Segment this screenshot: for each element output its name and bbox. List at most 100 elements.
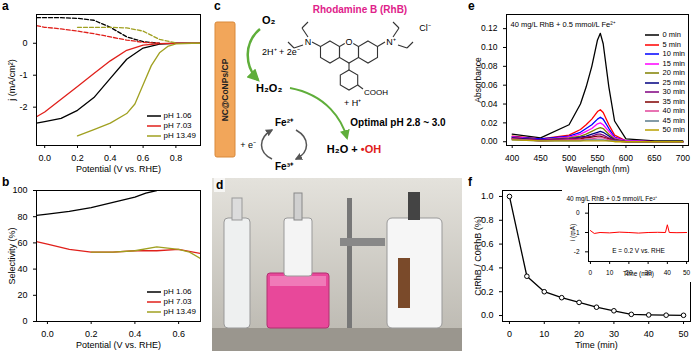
svg-text:N: N xyxy=(305,37,312,47)
svg-text:0.0: 0.0 xyxy=(41,329,54,339)
svg-text:10: 10 xyxy=(539,329,549,339)
svg-text:j (mA/cm²): j (mA/cm²) xyxy=(7,59,17,102)
svg-text:0.00: 0.00 xyxy=(481,136,498,146)
svg-text:Time (min): Time (min) xyxy=(623,270,654,278)
svg-text:Potential (V vs. RHE): Potential (V vs. RHE) xyxy=(76,164,161,174)
svg-text:500: 500 xyxy=(562,153,576,163)
svg-text:0.8: 0.8 xyxy=(170,153,183,163)
svg-text:0.0: 0.0 xyxy=(38,153,51,163)
svg-text:600: 600 xyxy=(619,153,633,163)
svg-text:0: 0 xyxy=(22,316,27,326)
svg-text:30: 30 xyxy=(609,329,619,339)
svg-text:COOH: COOH xyxy=(364,88,388,97)
svg-text:O: O xyxy=(345,37,352,47)
svg-text:550: 550 xyxy=(590,153,604,163)
svg-text:0.0: 0.0 xyxy=(481,310,494,320)
svg-text:700: 700 xyxy=(676,153,690,163)
svg-text:Rhodamine B (RhB): Rhodamine B (RhB) xyxy=(313,4,407,15)
svg-text:0.10: 0.10 xyxy=(481,42,498,52)
svg-text:Cl⁻: Cl⁻ xyxy=(419,23,431,33)
svg-text:50: 50 xyxy=(679,329,689,339)
html-text:pH 1.06: pH 1.06 xyxy=(163,111,192,120)
html-text:5 min: 5 min xyxy=(662,39,681,49)
svg-text:NC@CoNPs/CP: NC@CoNPs/CP xyxy=(220,58,230,121)
svg-text:0: 0 xyxy=(507,329,512,339)
svg-text:Optimal pH 2.8 ~ 3.0: Optimal pH 2.8 ~ 3.0 xyxy=(350,117,446,128)
svg-text:0: 0 xyxy=(589,269,593,276)
html-text:e: e xyxy=(468,0,475,13)
html-text:20 min: 20 min xyxy=(662,68,685,77)
html-text:a: a xyxy=(2,0,9,13)
svg-text:E = 0.2 V vs. RHE: E = 0.2 V vs. RHE xyxy=(612,247,665,254)
svg-text:Time (min): Time (min) xyxy=(575,340,618,350)
svg-text:0.2: 0.2 xyxy=(85,329,98,339)
svg-text:Potential (V vs. RHE): Potential (V vs. RHE) xyxy=(76,340,161,350)
svg-text:Fe³⁺: Fe³⁺ xyxy=(275,161,294,172)
svg-text:0.6: 0.6 xyxy=(137,153,150,163)
svg-text:60: 60 xyxy=(17,238,27,248)
svg-text:0: 0 xyxy=(576,209,580,216)
svg-text:O₂: O₂ xyxy=(262,14,276,26)
html-text:d: d xyxy=(216,178,224,192)
svg-text:650: 650 xyxy=(647,153,661,163)
html-text:pH 7.03: pH 7.03 xyxy=(163,121,192,130)
svg-text:H₂O₂: H₂O₂ xyxy=(256,82,282,94)
svg-text:20: 20 xyxy=(574,329,584,339)
svg-text:0.06: 0.06 xyxy=(481,80,498,90)
html-text:pH 7.03: pH 7.03 xyxy=(163,297,192,306)
html-text:30 min: 30 min xyxy=(662,87,685,96)
svg-text:0.08: 0.08 xyxy=(481,61,498,71)
html-text:45 min: 45 min xyxy=(662,115,685,125)
svg-text:80: 80 xyxy=(17,212,27,222)
svg-text:40: 40 xyxy=(664,269,672,276)
svg-text:-2: -2 xyxy=(574,248,580,255)
svg-text:Wavelength (nm): Wavelength (nm) xyxy=(565,164,630,174)
svg-text:0.2: 0.2 xyxy=(481,286,494,297)
svg-text:0.4: 0.4 xyxy=(104,153,117,163)
svg-text:+ e⁻: + e⁻ xyxy=(240,140,256,150)
svg-text:CtRhB / C0RhB (%): CtRhB / C0RhB (%) xyxy=(473,216,483,296)
html-text:35 min: 35 min xyxy=(662,96,685,106)
html-text:25 min: 25 min xyxy=(662,77,685,87)
svg-text:Fe²⁺: Fe²⁺ xyxy=(275,117,294,128)
svg-text:0.6: 0.6 xyxy=(481,239,494,249)
svg-text:20: 20 xyxy=(17,290,27,300)
svg-text:Absorbance: Absorbance xyxy=(473,57,483,103)
svg-text:0.8: 0.8 xyxy=(481,215,494,226)
svg-text:50: 50 xyxy=(683,269,691,276)
svg-text:N⁺: N⁺ xyxy=(386,37,396,47)
svg-text:0.6: 0.6 xyxy=(172,329,185,339)
svg-text:0.02: 0.02 xyxy=(481,118,498,128)
svg-text:i (mA): i (mA) xyxy=(569,224,577,241)
html-text:pH 1.06: pH 1.06 xyxy=(163,287,192,296)
svg-text:H₂O + •OH: H₂O + •OH xyxy=(327,143,381,155)
svg-text:Selectivity (%): Selectivity (%) xyxy=(7,227,17,284)
html-text:50 min: 50 min xyxy=(662,125,685,134)
svg-text:2H⁺ + 2e⁻: 2H⁺ + 2e⁻ xyxy=(262,47,300,57)
html-text:0 min: 0 min xyxy=(662,30,681,39)
svg-text:10: 10 xyxy=(606,269,614,276)
svg-text:100: 100 xyxy=(12,185,27,195)
svg-text:0.04: 0.04 xyxy=(481,99,498,109)
html-text:pH 13.49: pH 13.49 xyxy=(163,131,196,140)
html-text:pH 13.49: pH 13.49 xyxy=(163,307,196,316)
html-text:40 min: 40 min xyxy=(662,106,685,115)
svg-text:0.2: 0.2 xyxy=(71,153,84,163)
svg-text:0.12: 0.12 xyxy=(481,23,498,33)
svg-text:40 mg/L RhB + 0.5 mmol/L Fe²⁺: 40 mg/L RhB + 0.5 mmol/L Fe²⁺ xyxy=(567,195,658,203)
svg-text:1.0: 1.0 xyxy=(481,191,494,201)
svg-text:+ H⁺: + H⁺ xyxy=(344,98,361,108)
html-text:b: b xyxy=(2,175,10,189)
svg-text:450: 450 xyxy=(534,153,548,163)
svg-text:40: 40 xyxy=(17,264,27,274)
svg-text:0.4: 0.4 xyxy=(129,329,142,339)
svg-text:0.4: 0.4 xyxy=(481,262,494,273)
html-text:15 min: 15 min xyxy=(662,58,685,68)
svg-text:-1: -1 xyxy=(19,70,27,80)
svg-text:400: 400 xyxy=(505,153,519,163)
svg-text:40 mg/L RhB + 0.5 mmol/L Fe²⁺: 40 mg/L RhB + 0.5 mmol/L Fe²⁺ xyxy=(511,20,616,29)
svg-text:40: 40 xyxy=(644,329,654,339)
svg-text:0: 0 xyxy=(22,38,27,48)
html-text:10 min: 10 min xyxy=(662,49,685,58)
svg-text:-2: -2 xyxy=(19,102,27,112)
